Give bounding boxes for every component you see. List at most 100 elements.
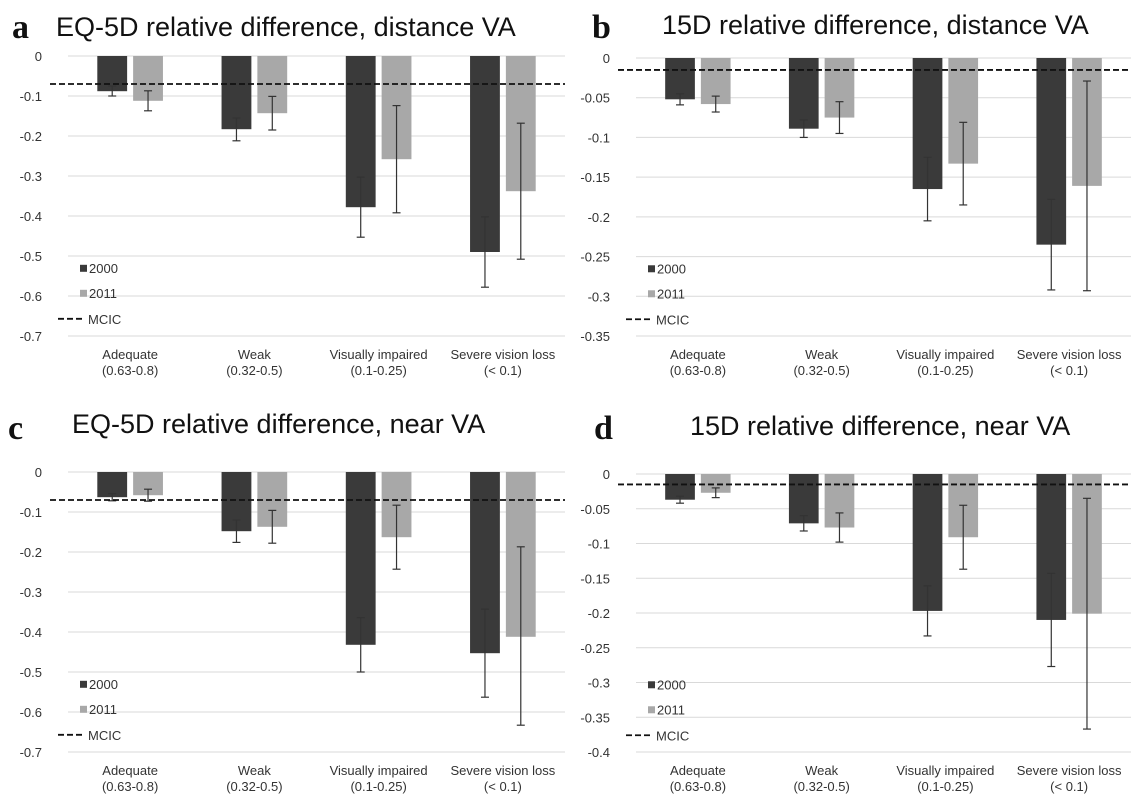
category-range-label: (0.63-0.8) xyxy=(670,779,726,794)
category-range-label: (0.32-0.5) xyxy=(793,363,849,378)
y-tick-label: -0.15 xyxy=(580,170,610,185)
chart-panel-a: 0 -0.1 -0.2 -0.3 -0.4 -0.5 -0.6 -0.7 Adequate (0.… xyxy=(0,0,566,398)
legend-label-2000: 2000 xyxy=(89,261,118,276)
legend-swatch-2000 xyxy=(648,265,655,273)
y-tick-label: -0.6 xyxy=(20,705,42,720)
y-tick-label: -0.05 xyxy=(580,91,610,106)
y-tick-label: 0 xyxy=(35,49,42,64)
y-tick-label: -0.6 xyxy=(20,289,42,304)
y-tick-label: -0.15 xyxy=(580,571,610,586)
category-label: Severe vision loss xyxy=(1017,763,1122,778)
legend-label-mcic: MCIC xyxy=(88,728,121,743)
legend-label-2011: 2011 xyxy=(657,702,685,717)
category-range-label: (0.1-0.25) xyxy=(350,363,406,378)
category-range-label: (< 0.1) xyxy=(1050,779,1088,794)
category-range-label: (< 0.1) xyxy=(484,779,522,794)
y-tick-label: -0.4 xyxy=(20,209,42,224)
category-range-label: (< 0.1) xyxy=(484,363,522,378)
category-label: Severe vision loss xyxy=(1017,347,1122,362)
y-tick-label: -0.4 xyxy=(20,625,42,640)
bar-2000 xyxy=(665,474,695,500)
category-label: Adequate xyxy=(102,347,158,362)
bar-2000 xyxy=(665,58,695,100)
legend-swatch-2011 xyxy=(648,290,655,298)
bar-2000 xyxy=(97,56,128,92)
category-label: Severe vision loss xyxy=(450,763,555,778)
category-range-label: (< 0.1) xyxy=(1050,363,1088,378)
legend-swatch-2011 xyxy=(648,706,655,714)
chart-title: 15D relative difference, near VA xyxy=(690,411,1070,441)
category-range-label: (0.32-0.5) xyxy=(226,779,282,794)
category-range-label: (0.1-0.25) xyxy=(917,363,973,378)
category-label: Weak xyxy=(238,347,271,362)
legend-label-2011: 2011 xyxy=(657,286,685,301)
legend-swatch-2000 xyxy=(648,681,655,689)
y-tick-label: -0.1 xyxy=(20,89,42,104)
category-label: Visually impaired xyxy=(896,763,994,778)
y-tick-label: 0 xyxy=(35,465,42,480)
y-tick-label: -0.1 xyxy=(588,130,610,145)
bar-2011 xyxy=(133,472,163,496)
panel-letter: a xyxy=(12,9,29,46)
chart-svg: 0 -0.05 -0.1 -0.15 -0.2 -0.25 -0.3 -0.35 -0.4 Ade… xyxy=(580,410,1131,794)
category-range-label: (0.1-0.25) xyxy=(350,779,406,794)
chart-title: EQ-5D relative difference, near VA xyxy=(72,409,485,439)
legend-label-2011: 2011 xyxy=(89,702,117,717)
category-range-label: (0.63-0.8) xyxy=(102,363,158,378)
bar-2000 xyxy=(221,56,252,130)
y-tick-label: -0.7 xyxy=(20,745,42,760)
y-tick-label: -0.05 xyxy=(580,502,610,517)
chart-svg: 0-0.1-0.2-0.3-0.4-0.5-0.6-0.7Adequate(0.… xyxy=(12,9,565,378)
category-label: Adequate xyxy=(670,763,726,778)
legend-swatch-2011 xyxy=(80,289,87,297)
y-tick-label: -0.5 xyxy=(20,665,42,680)
legend-label-2000: 2000 xyxy=(657,677,686,692)
panel-letter: c xyxy=(8,410,23,447)
y-tick-label: -0.2 xyxy=(588,210,610,225)
category-range-label: (0.32-0.5) xyxy=(226,363,282,378)
chart-title: EQ-5D relative difference, distance VA xyxy=(56,12,516,42)
panel-letter: b xyxy=(592,9,611,46)
legend-swatch-2000 xyxy=(80,264,87,272)
bar-2000 xyxy=(788,58,819,129)
y-tick-label: 0 xyxy=(603,51,610,66)
chart-panel-b: 0 -0.05 -0.1 -0.15 -0.2 -0.25 -0.3 -0.35 Adequat… xyxy=(566,0,1132,398)
y-tick-label: -0.35 xyxy=(580,329,610,344)
category-label: Weak xyxy=(805,347,838,362)
y-tick-label: -0.5 xyxy=(20,249,42,264)
category-range-label: (0.63-0.8) xyxy=(102,779,158,794)
panel-letter: d xyxy=(594,410,613,447)
legend-swatch-2011 xyxy=(80,705,87,713)
category-label: Visually impaired xyxy=(896,347,994,362)
category-label: Visually impaired xyxy=(330,347,428,362)
category-label: Visually impaired xyxy=(330,763,428,778)
legend-label-mcic: MCIC xyxy=(88,312,121,327)
y-tick-label: -0.2 xyxy=(588,606,610,621)
category-label: Adequate xyxy=(670,347,726,362)
category-range-label: (0.63-0.8) xyxy=(670,363,726,378)
legend-label-2000: 2000 xyxy=(657,261,686,276)
y-tick-label: -0.3 xyxy=(588,289,610,304)
legend-label-2000: 2000 xyxy=(89,677,118,692)
category-label: Severe vision loss xyxy=(450,347,555,362)
category-range-label: (0.1-0.25) xyxy=(917,779,973,794)
category-label: Weak xyxy=(805,763,838,778)
category-label: Weak xyxy=(238,763,271,778)
bar-2011 xyxy=(700,474,731,493)
legend-label-mcic: MCIC xyxy=(656,312,689,327)
y-tick-label: -0.25 xyxy=(580,250,610,265)
chart-panel-d: 0 -0.05 -0.1 -0.15 -0.2 -0.25 -0.3 -0.35 -0.4 Ade… xyxy=(566,399,1132,797)
y-tick-label: -0.4 xyxy=(588,745,610,760)
legend-label-2011: 2011 xyxy=(89,286,117,301)
y-tick-label: -0.25 xyxy=(580,641,610,656)
legend-swatch-2000 xyxy=(80,680,87,688)
chart-title: 15D relative difference, distance VA xyxy=(662,10,1089,40)
chart-panel-c: 0 -0.1 -0.2 -0.3 -0.4 -0.5 -0.6 -0.7 Adequate (0.… xyxy=(0,399,566,797)
chart-svg: 0-0.1-0.2-0.3-0.4-0.5-0.6-0.7Adequate(0.… xyxy=(8,409,565,794)
y-tick-label: -0.35 xyxy=(580,710,610,725)
chart-svg: 0 -0.05 -0.1 -0.15 -0.2 -0.25 -0.3 -0.35 Adequat… xyxy=(580,9,1131,378)
y-tick-label: -0.2 xyxy=(20,545,42,560)
y-tick-label: -0.3 xyxy=(588,676,610,691)
y-tick-label: -0.2 xyxy=(20,129,42,144)
category-range-label: (0.32-0.5) xyxy=(793,779,849,794)
